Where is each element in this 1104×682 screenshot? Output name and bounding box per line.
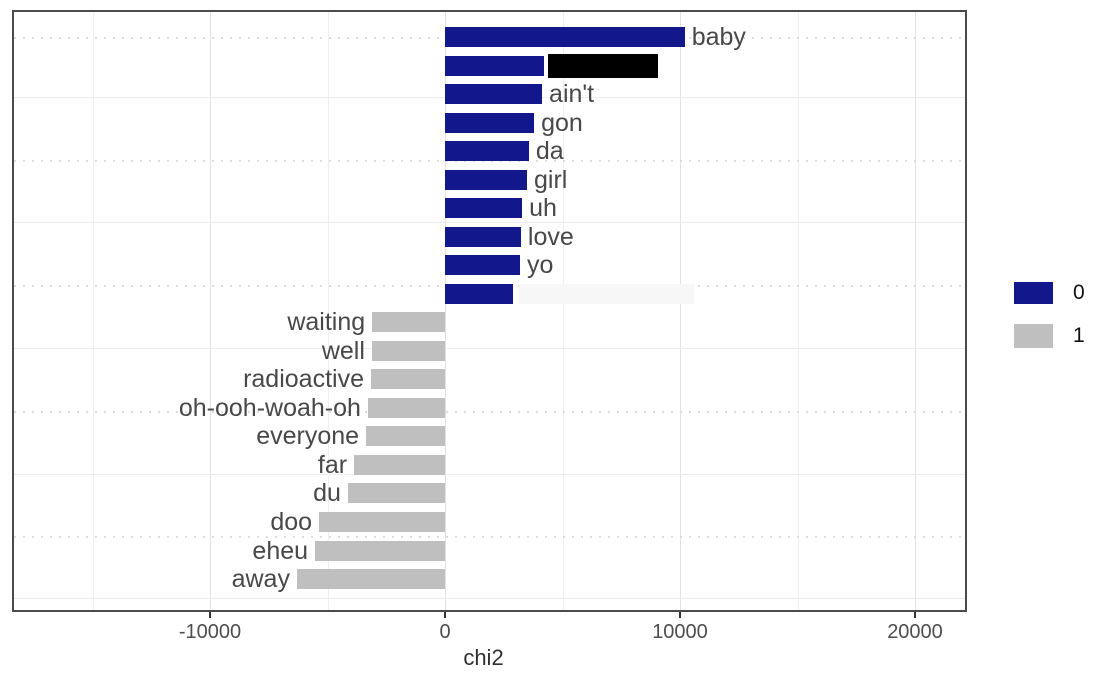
gridline-horizontal-dotted bbox=[14, 411, 965, 413]
x-axis-title: chi2 bbox=[463, 645, 504, 670]
bar-du bbox=[347, 483, 445, 504]
bar-label-waiting: waiting bbox=[287, 308, 366, 337]
bar-label-eheu: eheu bbox=[252, 536, 309, 565]
bar-label-far: far bbox=[317, 450, 348, 479]
gridline-vertical-minor bbox=[327, 12, 329, 610]
bar-label-oh-ooh-woah-oh: oh-ooh-woah-oh bbox=[178, 393, 361, 422]
gridline-horizontal-solid bbox=[14, 598, 965, 599]
bar-label-da: da bbox=[535, 137, 564, 166]
bar-oh-ooh-woah-oh bbox=[367, 397, 445, 418]
bar-well bbox=[371, 340, 445, 361]
gridline-vertical-major bbox=[915, 12, 916, 610]
bar-da bbox=[445, 141, 529, 162]
bar-far bbox=[354, 454, 445, 475]
x-tick-mark bbox=[914, 612, 916, 618]
bar-gon bbox=[445, 112, 535, 133]
x-tick-label: -10000 bbox=[178, 621, 242, 643]
faint-word-box bbox=[518, 283, 694, 304]
bar-label-well: well bbox=[321, 336, 365, 365]
bar-away bbox=[296, 569, 445, 590]
legend-label-1: 1 bbox=[1073, 324, 1085, 347]
gridline-vertical-minor bbox=[562, 12, 564, 610]
legend-label-0: 0 bbox=[1073, 281, 1085, 304]
gridline-vertical-minor bbox=[92, 12, 94, 610]
x-tick-label: 0 bbox=[439, 621, 451, 643]
legend-swatch-1 bbox=[1014, 324, 1053, 348]
bar-everyone bbox=[366, 426, 445, 447]
x-tick-label: 10000 bbox=[652, 621, 708, 643]
bar-yo bbox=[445, 255, 520, 276]
bar-label-ain't: ain't bbox=[549, 80, 595, 109]
bar-label-radioactive: radioactive bbox=[243, 365, 364, 394]
gridline-vertical-major bbox=[445, 12, 446, 610]
gridline-horizontal-solid bbox=[14, 474, 965, 475]
bar-love bbox=[445, 226, 521, 247]
x-tick-label: 20000 bbox=[887, 621, 943, 643]
bar-radioactive bbox=[370, 369, 445, 390]
bar-girl bbox=[445, 169, 527, 190]
bar-label-baby: baby bbox=[691, 23, 746, 51]
bar-unlabeled bbox=[445, 283, 513, 304]
bar-waiting bbox=[372, 312, 445, 333]
gridline-vertical-major bbox=[210, 12, 211, 610]
gridline-vertical-minor bbox=[797, 12, 799, 610]
bar-label-du: du bbox=[313, 479, 341, 508]
x-tick-mark bbox=[679, 612, 681, 618]
bar-doo bbox=[319, 512, 445, 532]
bar-ain't bbox=[445, 84, 543, 105]
x-tick-mark bbox=[444, 612, 446, 618]
gridline-horizontal-solid bbox=[14, 222, 965, 223]
legend-swatch-0 bbox=[1014, 282, 1053, 304]
gridline-vertical-major bbox=[680, 12, 681, 610]
bar-uh bbox=[445, 198, 523, 219]
bar-label-yo: yo bbox=[526, 251, 554, 280]
bar-label-away: away bbox=[231, 565, 290, 594]
bar-label-gon: gon bbox=[541, 108, 583, 137]
bar-label-love: love bbox=[527, 222, 574, 251]
bar-unlabeled bbox=[445, 55, 544, 76]
legend-entry-1: 1 bbox=[1014, 324, 1085, 348]
gridline-horizontal-solid bbox=[14, 348, 965, 349]
bar-label-doo: doo bbox=[270, 508, 313, 536]
bar-label-everyone: everyone bbox=[256, 422, 360, 451]
bar-label-girl: girl bbox=[534, 165, 568, 194]
legend-entry-0: 0 bbox=[1014, 281, 1085, 305]
censored-word-box bbox=[547, 53, 658, 78]
bar-eheu bbox=[315, 540, 445, 561]
bar-label-uh: uh bbox=[529, 194, 557, 223]
gridline-horizontal-dotted bbox=[14, 536, 965, 538]
x-tick-mark bbox=[209, 612, 211, 618]
bar-baby bbox=[445, 27, 685, 47]
